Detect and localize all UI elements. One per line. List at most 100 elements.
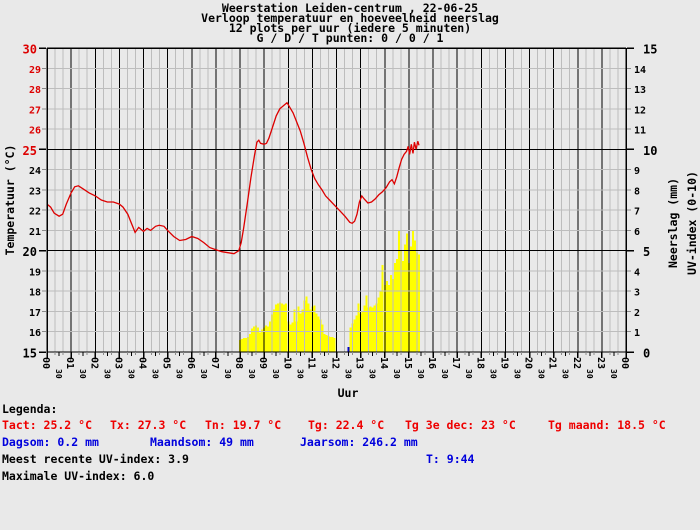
uv-bar <box>249 333 252 352</box>
uv-bar <box>387 285 390 352</box>
hour-label: 16 <box>426 357 437 369</box>
left-axis-tick-label: 25 <box>23 144 37 158</box>
half-hour-label: 30 <box>512 369 521 379</box>
uv-bar <box>369 306 372 352</box>
uv-bar <box>379 291 382 352</box>
half-hour-label: 30 <box>102 369 111 379</box>
uv-bar <box>365 295 368 352</box>
left-axis-tick-label: 27 <box>29 105 41 116</box>
left-axis-tick-label: 26 <box>29 126 41 137</box>
x-axis-title: Uur <box>338 386 359 400</box>
hour-label: 22 <box>571 357 582 369</box>
half-hour-label: 30 <box>368 369 377 379</box>
chart-subtitle: Verloop temperatuur en hoeveelheid neers… <box>201 11 499 25</box>
left-axis-tick-label: 15 <box>23 347 37 361</box>
legend-dagsom: Dagsom: 0.2 mm <box>2 435 99 449</box>
hour-label: 13 <box>354 357 365 369</box>
legend-maandsom: Maandsom: 49 mm <box>150 435 254 449</box>
right-axis-tick-label: 8 <box>634 186 640 197</box>
legend-tg-maand: Tg maand: 18.5 °C <box>548 418 666 432</box>
uv-bar <box>277 303 280 352</box>
hour-label: 12 <box>330 357 341 369</box>
half-hour-label: 30 <box>537 369 546 379</box>
uv-bar <box>269 321 272 352</box>
uv-bar <box>403 244 406 352</box>
uv-bar <box>323 333 326 352</box>
legend-tact: Tact: 25.2 °C <box>2 418 93 432</box>
uv-bar <box>393 262 396 352</box>
half-hour-label: 30 <box>247 369 256 379</box>
uv-bar <box>385 281 388 352</box>
uv-bar <box>409 246 412 352</box>
right-axis-title-neerslag: Neerslag (mm) <box>666 178 680 268</box>
uv-bar <box>315 313 318 352</box>
half-hour-label: 30 <box>392 369 401 379</box>
legend-tn: Tn: 19.7 °C <box>205 418 282 432</box>
hour-label: 05 <box>161 357 172 369</box>
uv-bar <box>331 336 334 352</box>
left-axis-tick-label: 20 <box>23 245 37 259</box>
legend-jaarsom: Jaarsom: 246.2 mm <box>300 435 418 449</box>
legend-heading-row: Legenda: <box>0 402 700 416</box>
uv-bar <box>353 319 356 352</box>
uv-bar <box>275 304 278 352</box>
uv-bar <box>363 305 366 352</box>
hour-label: 15 <box>402 357 413 369</box>
half-hour-label: 30 <box>223 369 232 379</box>
uv-bar <box>243 337 245 352</box>
right-axis-tick-label: 15 <box>643 43 657 57</box>
uv-bar <box>251 328 254 352</box>
legend-time: T: 9:44 <box>426 452 475 466</box>
hour-label: 01 <box>64 357 75 369</box>
hour-label: 03 <box>112 357 123 369</box>
left-axis-tick-label: 21 <box>29 227 41 238</box>
uv-bar <box>401 260 404 352</box>
hour-label: 07 <box>209 357 220 369</box>
half-hour-label: 30 <box>464 369 473 379</box>
right-axis-tick-label: 3 <box>634 288 640 299</box>
uv-bar <box>273 309 276 352</box>
uv-bar <box>389 275 392 352</box>
half-hour-label: 30 <box>78 369 87 379</box>
uv-bar <box>241 338 243 352</box>
uv-bar <box>417 254 420 352</box>
legend-max-uv-row: Maximale UV-index: 6.0 <box>0 469 700 483</box>
legend-tg: Tg: 22.4 °C <box>308 418 385 432</box>
hour-label: 18 <box>474 357 485 369</box>
right-axis-tick-label: 9 <box>634 166 640 177</box>
hour-label: 20 <box>523 357 534 369</box>
left-axis-title: Temperatuur (°C) <box>3 145 17 256</box>
uv-bar <box>285 303 288 352</box>
hour-label: 23 <box>595 357 606 369</box>
left-axis-tick-label: 22 <box>29 207 41 218</box>
chart-title-block: Weerstation Leiden-centrum , 22-06-25 Ve… <box>0 2 700 45</box>
half-hour-label: 30 <box>199 369 208 379</box>
legend-precipitation-row: Dagsom: 0.2 mm Maandsom: 49 mm Jaarsom: … <box>0 435 700 449</box>
left-axis-tick-label: 30 <box>23 43 37 57</box>
half-hour-label: 30 <box>488 369 497 379</box>
uv-bar <box>289 324 292 352</box>
uv-bar <box>267 326 270 352</box>
uv-bar <box>317 316 320 352</box>
uv-bar <box>259 332 262 352</box>
uv-bar <box>325 334 328 352</box>
uv-bar <box>395 258 398 352</box>
legend-recent-uv: Meest recente UV-index: 3.9 <box>2 452 189 466</box>
half-hour-label: 30 <box>440 369 449 379</box>
right-axis-tick-label: 13 <box>634 85 646 96</box>
hour-label: 02 <box>88 357 99 369</box>
right-axis-tick-label: 2 <box>634 308 640 319</box>
half-hour-label: 30 <box>561 369 570 379</box>
half-hour-label: 30 <box>344 369 353 379</box>
chart-points-info: G / D / T punten: 0 / 0 / 1 <box>256 31 444 45</box>
right-axis-tick-label: 12 <box>634 105 646 116</box>
uv-bar <box>355 315 358 352</box>
uv-bar <box>293 309 296 352</box>
hour-label: 09 <box>257 357 268 369</box>
temperature-curve <box>46 101 420 255</box>
left-axis-tick-label: 29 <box>29 65 41 76</box>
right-axis-tick-label: 7 <box>634 207 640 218</box>
hour-label: 21 <box>547 357 558 369</box>
